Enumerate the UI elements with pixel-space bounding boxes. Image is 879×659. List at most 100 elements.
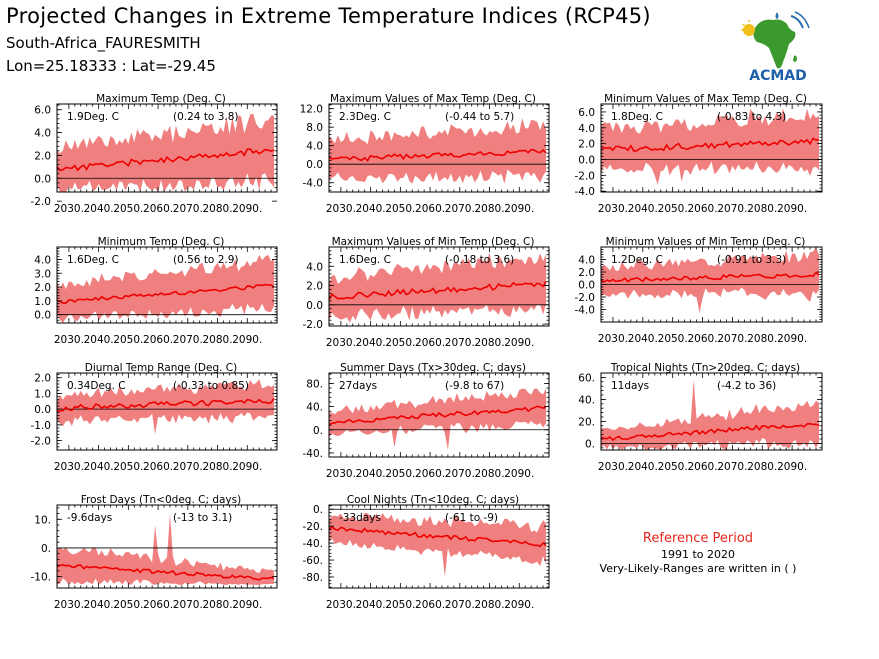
x-tick-label: 2060.	[143, 334, 173, 346]
location-name: South-Africa_FAURESMITH	[6, 34, 201, 52]
x-tick-label: 2090.	[777, 333, 807, 345]
x-tick-label: 2040.	[628, 203, 658, 215]
x-tick-label: 2050.	[658, 333, 688, 345]
range-band	[601, 379, 819, 450]
range-band	[57, 113, 274, 192]
africa-map-logo	[741, 11, 810, 69]
panel-title: Maximum Values of Min Temp (Deg. C)	[332, 236, 535, 248]
x-tick-label: 2050.	[658, 203, 688, 215]
x-tick-label: 2080.	[475, 203, 505, 215]
x-tick-label: 2070.	[173, 203, 203, 215]
y-tick-label: 0.0	[578, 280, 595, 292]
x-tick-label: 2030.	[598, 461, 628, 473]
x-tick-label: 2090.	[232, 461, 262, 473]
x-tick-label: 2080.	[747, 461, 777, 473]
x-tick-label: 2050.	[385, 468, 415, 480]
y-tick-label: -60.	[303, 555, 324, 567]
range-band	[57, 254, 274, 323]
x-tick-label: 2070.	[445, 599, 475, 611]
x-tick-label: 2090.	[232, 203, 262, 215]
x-tick-label: 2080.	[203, 334, 233, 346]
x-tick-label: 2080.	[203, 461, 233, 473]
y-tick-label: 40.	[306, 402, 323, 414]
x-tick-label: 2040.	[84, 203, 114, 215]
change-value: 0.34Deg. C	[67, 380, 126, 392]
panel-title: Summer Days (Tx>30deg. C; days)	[340, 362, 526, 374]
median-line	[56, 563, 275, 581]
plot-frame	[600, 103, 823, 193]
y-tick-label: -20.	[303, 521, 324, 533]
median-line	[328, 148, 547, 162]
likely-range: (-0.44 to 5.7)	[445, 111, 514, 123]
y-tick-label: 0.0	[306, 159, 323, 171]
y-tick-label: 6.0	[34, 105, 51, 117]
range-band	[329, 118, 546, 184]
panel-title: Maximum Values of Max Temp (Deg. C)	[330, 93, 536, 105]
x-tick-label: 2050.	[385, 337, 415, 349]
change-value: 27days	[339, 380, 377, 392]
x-tick-label: 2040.	[356, 203, 386, 215]
x-tick-label: 2040.	[84, 599, 114, 611]
x-tick-label: 2040.	[356, 337, 386, 349]
plot-frame	[328, 372, 550, 458]
y-tick-label: 60.	[578, 372, 595, 384]
chart-panel: 2030. 2040. 2050. 2060. 2070. 2080. 2090. -40. 0…	[303, 362, 550, 480]
x-tick-label: 2080.	[203, 599, 233, 611]
change-value: 1.6Deg. C	[67, 254, 119, 266]
y-tick-label: -2.0	[31, 196, 52, 208]
x-tick-label: 2050.	[113, 334, 143, 346]
range-note: Very-Likely-Ranges are written in ( )	[599, 562, 797, 575]
y-tick-label: 12.0	[300, 104, 323, 116]
y-tick-label: 2.0	[306, 281, 323, 293]
change-value: 1.9Deg. C	[67, 111, 119, 123]
chart-panel: 2030. 2040. 2050. 2060. 2070. 2080. 2090. -2.0 -…	[31, 362, 278, 473]
range-band	[57, 513, 274, 586]
x-tick-label: 2070.	[445, 468, 475, 480]
reference-period-years: 1991 to 2020	[660, 548, 736, 561]
chart-panel: 2030. 2040. 2050. 2060. 2070. 2080. 2090. -2.0 0…	[303, 236, 550, 349]
likely-range: (0.24 to 3.8)	[173, 111, 239, 123]
plot-frame	[328, 103, 550, 193]
y-tick-label: 4.0	[578, 123, 595, 135]
x-tick-label: 2080.	[747, 333, 777, 345]
x-tick-label: 2070.	[173, 334, 203, 346]
change-value: -33days	[339, 512, 381, 524]
likely-range: (-13 to 3.1)	[173, 512, 232, 524]
x-tick-label: 2040.	[628, 333, 658, 345]
y-tick-label: 0.0	[34, 404, 51, 416]
y-tick-label: -4.0	[575, 186, 596, 198]
panel-title: Minimum Values of Max Temp (Deg. C)	[604, 93, 807, 105]
y-tick-label: 4.0	[34, 254, 51, 266]
likely-range: (-0.83 to 4.3)	[717, 111, 786, 123]
x-tick-label: 2090.	[232, 334, 262, 346]
x-tick-label: 2050.	[113, 599, 143, 611]
chart-panel: 2030. 2040. 2050. 2060. 2070. 2080. 2090.-4.0-…	[575, 93, 823, 215]
x-tick-label: 2040.	[356, 599, 386, 611]
x-tick-label: 2060.	[688, 333, 718, 345]
y-tick-label: 0.	[585, 438, 595, 450]
x-tick-label: 2090.	[777, 203, 807, 215]
x-tick-label: 2030.	[54, 599, 84, 611]
change-value: 1.2Deg. C	[611, 254, 663, 266]
y-tick-label: 0.	[313, 504, 323, 516]
x-tick-label: 2070.	[717, 333, 747, 345]
x-tick-label: 2030.	[326, 468, 356, 480]
chart-panel: 2030. 2040. 2050. 2060. 2070. 2080. 2090. -10. 0…	[31, 494, 278, 611]
y-tick-label: 0.0	[578, 154, 595, 166]
coordinates-label: Lon=25.18333 : Lat=-29.45	[6, 57, 216, 75]
plot-frame	[600, 372, 823, 451]
x-tick-label: 2050.	[113, 461, 143, 473]
chart-panel: 2030. 2040. 2050. 2060. 2070. 2080. 2090.-4.0-…	[575, 236, 823, 345]
y-tick-label: -40.	[303, 448, 324, 460]
panel-title: Minimum Values of Min Temp (Deg. C)	[606, 236, 806, 248]
x-tick-label: 2060.	[143, 461, 173, 473]
likely-range: (-9.8 to 67)	[445, 380, 504, 392]
x-tick-label: 2030.	[598, 203, 628, 215]
range-band	[601, 247, 819, 314]
x-tick-label: 2070.	[717, 203, 747, 215]
chart-title: Projected Changes in Extreme Temperature…	[6, 4, 651, 28]
median-line	[600, 422, 820, 442]
y-tick-label: 3.0	[34, 268, 51, 280]
y-tick-label: 2.0	[34, 150, 51, 162]
